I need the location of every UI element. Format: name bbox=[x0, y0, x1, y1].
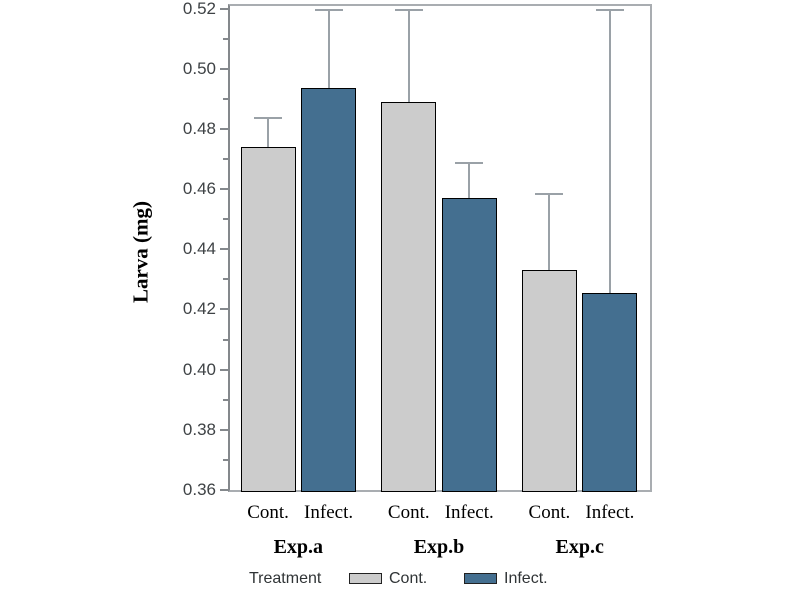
error-bar-line bbox=[327, 10, 330, 93]
legend-swatch-cont bbox=[349, 573, 382, 584]
y-tick-label: 0.52 bbox=[182, 0, 216, 18]
y-minor-tick bbox=[223, 278, 228, 281]
bar-expc-infect bbox=[582, 292, 638, 492]
legend-label: Cont. bbox=[389, 570, 428, 587]
category-label: Cont. bbox=[247, 502, 289, 523]
error-bar-line bbox=[407, 10, 410, 106]
error-bar-line bbox=[267, 118, 270, 151]
error-bar-cap bbox=[254, 117, 283, 120]
y-major-tick bbox=[220, 428, 228, 431]
error-bar-cap bbox=[394, 9, 423, 11]
y-tick-label: 0.46 bbox=[182, 179, 216, 199]
y-major-tick bbox=[220, 489, 228, 491]
bar-expa-infect bbox=[301, 88, 357, 492]
y-minor-tick bbox=[223, 218, 228, 221]
y-tick-label: 0.50 bbox=[182, 58, 216, 78]
y-tick-label: 0.44 bbox=[182, 239, 216, 259]
y-tick-label: 0.42 bbox=[182, 299, 216, 319]
y-minor-tick bbox=[223, 398, 228, 401]
bar-expb-cont bbox=[381, 101, 437, 492]
group-label: Exp.c bbox=[555, 536, 604, 558]
y-tick-label: 0.40 bbox=[182, 359, 216, 379]
y-major-tick bbox=[220, 7, 228, 10]
y-minor-tick bbox=[223, 458, 228, 461]
error-bar-line bbox=[468, 163, 471, 203]
y-tick-label: 0.38 bbox=[182, 419, 216, 439]
error-bar-line bbox=[548, 193, 551, 275]
y-minor-tick bbox=[223, 338, 228, 341]
category-label: Cont. bbox=[387, 502, 430, 523]
bar-expc-cont bbox=[521, 270, 577, 492]
legend-swatch-infect bbox=[464, 573, 497, 584]
category-label: Infect. bbox=[304, 502, 354, 523]
plot-area bbox=[228, 4, 652, 492]
group-label: Exp.b bbox=[413, 536, 465, 558]
error-bar-cap bbox=[314, 9, 343, 11]
y-tick-label: 0.36 bbox=[182, 480, 216, 499]
y-major-tick bbox=[220, 248, 228, 251]
category-label: Infect. bbox=[585, 502, 635, 523]
y-major-tick bbox=[220, 308, 228, 311]
legend-title: Treatment bbox=[249, 570, 322, 587]
y-major-tick bbox=[220, 127, 228, 130]
legend-label: Infect. bbox=[504, 570, 548, 587]
bar-expb-infect bbox=[441, 198, 497, 492]
y-minor-tick bbox=[223, 157, 228, 160]
y-axis-title: Larva (mg) bbox=[128, 200, 153, 304]
y-major-tick bbox=[220, 67, 228, 70]
y-tick-label: 0.48 bbox=[182, 118, 216, 138]
error-bar-cap bbox=[535, 192, 564, 195]
y-minor-tick bbox=[223, 37, 228, 40]
error-bar-cap bbox=[595, 9, 624, 11]
y-minor-tick bbox=[223, 97, 228, 100]
error-bar-cap bbox=[455, 162, 484, 165]
group-label: Exp.a bbox=[273, 536, 324, 558]
y-major-tick bbox=[220, 188, 228, 191]
y-major-tick bbox=[220, 368, 228, 371]
bar-expa-cont bbox=[240, 146, 296, 492]
category-label: Cont. bbox=[528, 502, 571, 523]
category-label: Infect. bbox=[444, 502, 494, 523]
error-bar-line bbox=[608, 10, 611, 297]
